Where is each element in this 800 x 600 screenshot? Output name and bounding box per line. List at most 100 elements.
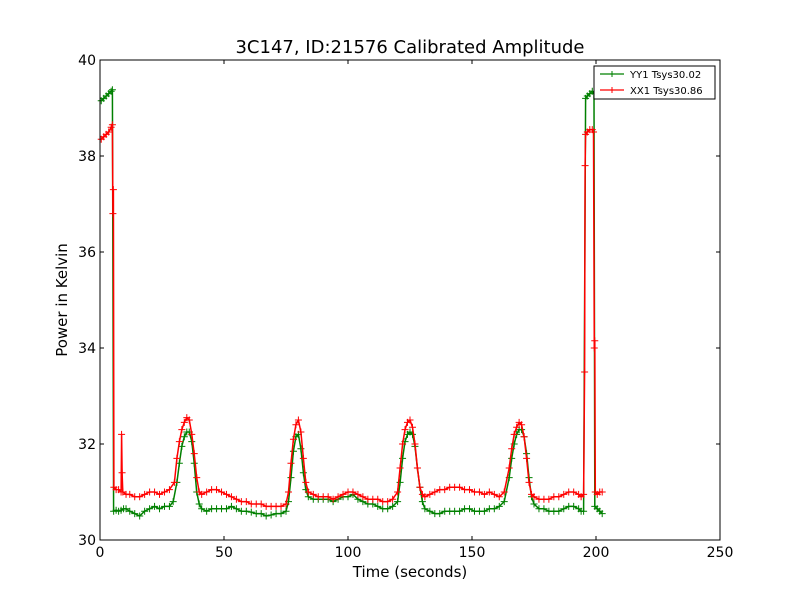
data-point [396, 478, 404, 486]
data-point [218, 488, 226, 496]
data-point [505, 464, 513, 472]
data-point [570, 488, 578, 496]
data-point [389, 502, 397, 510]
data-point [508, 454, 516, 462]
data-point [289, 447, 297, 455]
data-point [421, 505, 429, 513]
data-point [309, 490, 317, 498]
data-point [384, 498, 392, 506]
data-point [339, 490, 347, 498]
data-point [334, 493, 342, 501]
data-point [374, 495, 382, 503]
data-point [495, 502, 503, 510]
data-point [185, 416, 193, 424]
data-point [466, 505, 474, 513]
data-point [475, 488, 483, 496]
legend-box [593, 65, 716, 100]
data-point [384, 505, 392, 513]
data-point [525, 478, 533, 486]
data-point [520, 433, 528, 441]
data-point [203, 507, 211, 515]
data-point [227, 493, 235, 501]
data-point [411, 440, 419, 448]
data-point [324, 493, 332, 501]
y-tick-label: 34 [78, 341, 96, 357]
data-point [591, 337, 599, 345]
data-point [247, 508, 255, 516]
data-point [178, 442, 186, 450]
data-point [500, 488, 508, 496]
data-point [441, 486, 449, 494]
data-point [545, 495, 553, 503]
data-point [431, 488, 439, 496]
plot-frame [99, 59, 721, 541]
data-point [421, 493, 429, 501]
data-point [513, 423, 521, 431]
y-tick-label: 38 [78, 149, 96, 165]
data-point [406, 416, 414, 424]
chart-title: 3C147, ID:21576 Calibrated Amplitude [235, 37, 584, 58]
data-point [580, 507, 588, 515]
data-point [160, 488, 168, 496]
data-point [277, 510, 285, 518]
data-point [456, 507, 464, 515]
data-point [354, 490, 362, 498]
data-point [277, 502, 285, 510]
x-tick-label: 250 [707, 545, 734, 561]
data-point [198, 490, 206, 498]
series-xx1 [97, 121, 606, 510]
data-point [151, 502, 159, 510]
y-tick-label: 40 [78, 53, 96, 69]
x-tick-label: 50 [215, 545, 233, 561]
data-point [180, 433, 188, 441]
data-point [598, 488, 606, 496]
data-point [109, 186, 117, 194]
y-axis-label: Power in Kelvin [53, 243, 71, 357]
data-point [141, 490, 149, 498]
data-point [560, 505, 568, 513]
x-tick-label: 100 [335, 545, 362, 561]
data-point [598, 510, 606, 518]
data-point [222, 505, 230, 513]
data-point [287, 474, 295, 482]
data-point [136, 493, 144, 501]
data-point [222, 490, 230, 498]
data-point [394, 488, 402, 496]
data-point [118, 430, 126, 438]
data-point [227, 502, 235, 510]
data-point [292, 421, 300, 429]
y-tick-label: 30 [78, 533, 96, 549]
data-point [359, 493, 367, 501]
x-tick-label: 200 [583, 545, 610, 561]
data-point [178, 426, 186, 434]
data-point [590, 128, 598, 136]
data-point [374, 502, 382, 510]
data-point [242, 507, 250, 515]
data-point [257, 500, 265, 508]
data-point [490, 490, 498, 498]
legend-marker-xx1 [609, 87, 615, 93]
data-point [282, 507, 290, 515]
data-point [555, 507, 563, 515]
data-point [426, 490, 434, 498]
data-point [165, 486, 173, 494]
data-point [304, 488, 312, 496]
data-point [289, 435, 297, 443]
data-point [399, 440, 407, 448]
data-point [107, 87, 115, 95]
data-point [456, 483, 464, 491]
data-point [426, 507, 434, 515]
data-point [329, 495, 337, 503]
legend-label-yy1: YY1 Tsys30.02 [629, 70, 701, 81]
data-point [560, 490, 568, 498]
legend-label-xx1: XX1 Tsys30.86 [630, 86, 703, 97]
axes-layer: 0 50 100 150 200 250 30 32 34 36 38 40 [78, 53, 733, 561]
data-point [156, 505, 164, 513]
data-point [126, 490, 134, 498]
data-point [349, 488, 357, 496]
data-point [213, 486, 221, 494]
data-point [530, 500, 538, 508]
data-point [540, 505, 548, 513]
data-point [190, 450, 198, 458]
